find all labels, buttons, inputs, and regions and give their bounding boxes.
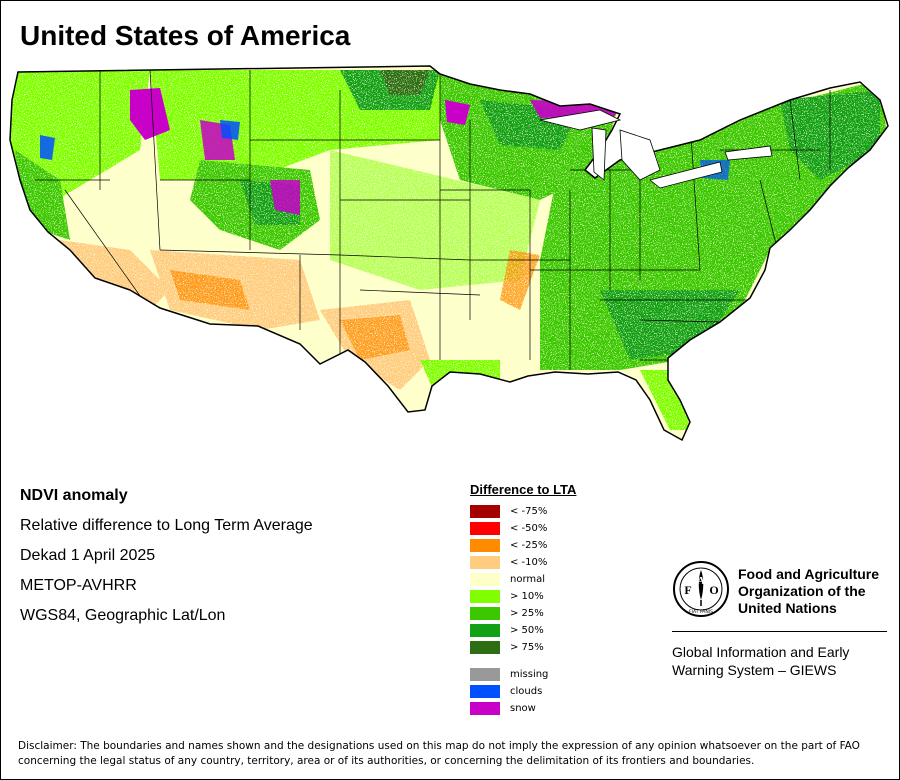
fao-logo-motto: FIAT PANIS	[689, 609, 713, 615]
info-line-period: Dekad 1 April 2025	[20, 547, 156, 564]
legend-swatch	[470, 539, 500, 552]
fao-name-line: United Nations	[738, 600, 837, 616]
legend-label: < -75%	[510, 506, 548, 517]
info-line-description: Relative difference to Long Term Average	[20, 517, 313, 534]
legend-swatch	[470, 590, 500, 603]
legend-swatch	[470, 685, 500, 698]
legend-item: < -25%	[470, 537, 650, 554]
legend-label: snow	[510, 703, 536, 714]
info-line-sensor: METOP-AVHRR	[20, 577, 137, 594]
info-heading: NDVI anomaly	[20, 487, 128, 504]
legend-item: > 10%	[470, 588, 650, 605]
legend-label: > 50%	[510, 625, 544, 636]
legend-label: < -10%	[510, 557, 548, 568]
legend-label: clouds	[510, 686, 543, 697]
legend-item: missing	[470, 666, 650, 683]
legend: Difference to LTA < -75% < -50% < -25% < -1…	[470, 482, 650, 717]
legend-label: > 25%	[510, 608, 544, 619]
map-info: NDVI anomaly Relative difference to Long…	[20, 486, 313, 636]
legend-label: normal	[510, 574, 546, 585]
legend-swatch	[470, 556, 500, 569]
legend-label: > 10%	[510, 591, 544, 602]
fao-logo-letter-f: F	[684, 583, 691, 597]
legend-classes: < -75% < -50% < -25% < -10% normal > 10% > 25%…	[470, 503, 650, 656]
legend-label: < -25%	[510, 540, 548, 551]
legend-swatch	[470, 641, 500, 654]
legend-item: < -75%	[470, 503, 650, 520]
legend-swatch	[470, 522, 500, 535]
legend-item: snow	[470, 700, 650, 717]
legend-label: < -50%	[510, 523, 548, 534]
fao-name: Food and Agriculture Organization of the…	[738, 566, 879, 617]
legend-swatch	[470, 702, 500, 715]
info-line-projection: WGS84, Geographic Lat/Lon	[20, 607, 226, 624]
legend-swatch	[470, 668, 500, 681]
legend-extra: missing clouds snow	[470, 666, 650, 717]
giews-line: Warning System – GIEWS	[672, 662, 837, 678]
giews-name: Global Information and Early Warning Sys…	[672, 643, 849, 679]
legend-label: > 75%	[510, 642, 544, 653]
fao-name-line: Organization of the	[738, 583, 866, 599]
fao-logo: F A O FIAT PANIS	[673, 561, 729, 617]
fao-divider	[672, 631, 887, 632]
disclaimer: Disclaimer: The boundaries and names sho…	[18, 740, 860, 767]
legend-swatch	[470, 624, 500, 637]
legend-swatch	[470, 573, 500, 586]
legend-label: missing	[510, 669, 549, 680]
legend-item: < -10%	[470, 554, 650, 571]
legend-item: > 75%	[470, 639, 650, 656]
ndvi-map	[9, 65, 889, 441]
legend-title: Difference to LTA	[470, 482, 577, 497]
giews-line: Global Information and Early	[672, 644, 850, 660]
legend-item: clouds	[470, 683, 650, 700]
legend-item: > 25%	[470, 605, 650, 622]
legend-swatch	[470, 607, 500, 620]
legend-item: > 50%	[470, 622, 650, 639]
legend-item: < -50%	[470, 520, 650, 537]
legend-swatch	[470, 505, 500, 518]
fao-name-line: Food and Agriculture	[738, 566, 880, 582]
fao-logo-letter-o: O	[709, 583, 718, 597]
legend-item: normal	[470, 571, 650, 588]
fao-logo-letter-a: A	[697, 575, 705, 587]
map-title: United States of America	[20, 20, 351, 51]
